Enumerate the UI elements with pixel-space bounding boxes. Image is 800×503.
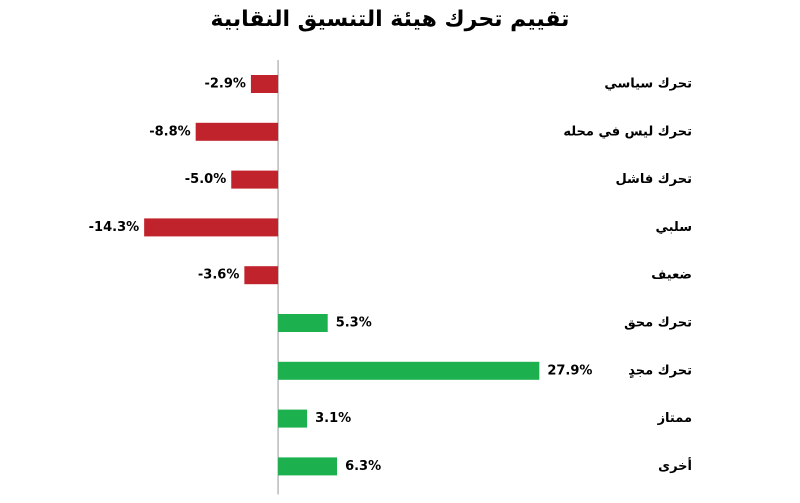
value-label: -5.0%	[185, 172, 226, 187]
bar	[278, 409, 308, 428]
category-label: تحرك سياسي	[604, 77, 692, 92]
bar	[278, 361, 540, 380]
category-label: تحرك فاشل	[615, 172, 692, 187]
category-label: سلبي	[655, 220, 692, 235]
bar	[244, 266, 279, 285]
value-label: -8.8%	[149, 124, 190, 139]
bar	[278, 457, 338, 476]
category-label: ممتاز	[657, 411, 692, 426]
value-label: -14.3%	[89, 220, 140, 235]
category-label: تحرك محق	[624, 316, 692, 331]
category-label: تحرك مجدٍ	[628, 363, 692, 379]
bar	[250, 75, 279, 93]
value-label: 27.9%	[547, 363, 592, 378]
category-label: تحرك ليس في محله	[563, 124, 692, 139]
value-label: -3.6%	[198, 268, 239, 283]
bar	[231, 170, 279, 189]
bar	[195, 122, 279, 141]
category-label: أخرى	[658, 457, 692, 474]
value-label: 3.1%	[315, 411, 351, 426]
bar	[278, 314, 328, 332]
value-label: -2.9%	[204, 77, 245, 92]
value-label: 6.3%	[345, 459, 381, 474]
chart-title: تقييم تحرك هيئة التنسيق النقابية	[211, 7, 570, 32]
value-label: 5.3%	[336, 316, 372, 331]
bar	[144, 218, 279, 237]
category-label: ضعيف	[651, 268, 692, 283]
